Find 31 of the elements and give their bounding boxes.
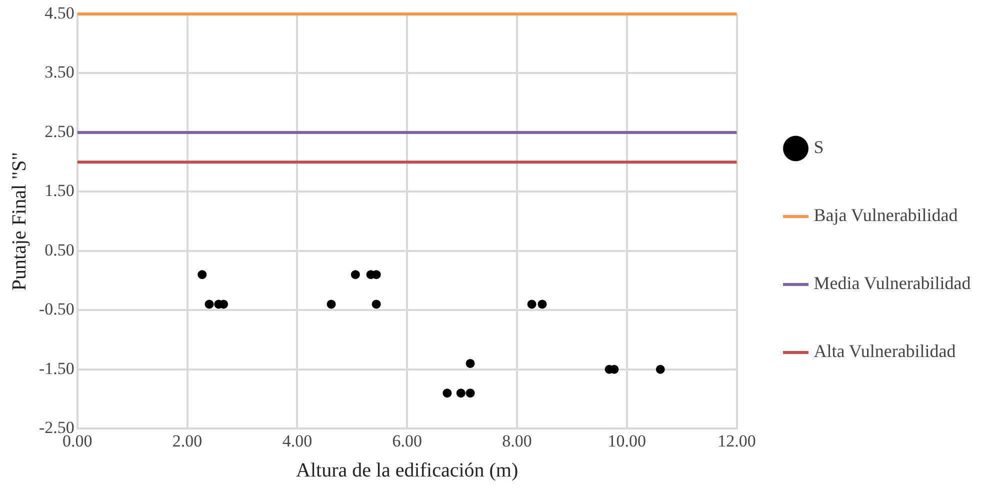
x-tick-label: 12.00: [718, 431, 756, 450]
point: [527, 300, 536, 309]
x-tick-label: 2.00: [172, 431, 202, 450]
x-tick-label: 4.00: [282, 431, 312, 450]
x-tick-label: 8.00: [502, 431, 532, 450]
legend-label: Media Vulnerabilidad: [814, 273, 971, 294]
point: [538, 300, 547, 309]
legend-label: Alta Vulnerabilidad: [814, 341, 956, 362]
x-tick-label: 6.00: [392, 431, 422, 450]
point: [326, 300, 336, 309]
x-tick-label: 10.00: [608, 431, 646, 450]
point: [656, 364, 665, 374]
y-tick-label: -0.50: [38, 300, 74, 319]
y-tick-label: 2.50: [44, 122, 74, 141]
legend-label: S: [814, 137, 824, 158]
point: [350, 270, 360, 280]
legend-label: Baja Vulnerabilidad: [814, 205, 958, 226]
y-axis-title: Puntaje Final "S": [8, 152, 30, 291]
y-tick-label: 3.50: [44, 62, 74, 82]
point: [466, 388, 475, 398]
y-tick-label: 4.50: [44, 3, 74, 22]
point: [204, 300, 214, 309]
point: [456, 388, 466, 398]
point: [372, 300, 381, 309]
y-tick-label: 0.50: [44, 240, 74, 260]
y-tick-label: 1.50: [44, 181, 74, 200]
point: [198, 270, 207, 280]
x-axis-title: Altura de la edificación (m): [296, 459, 518, 482]
point: [442, 388, 452, 398]
point: [466, 358, 475, 368]
y-tick-label: -1.50: [38, 358, 74, 378]
